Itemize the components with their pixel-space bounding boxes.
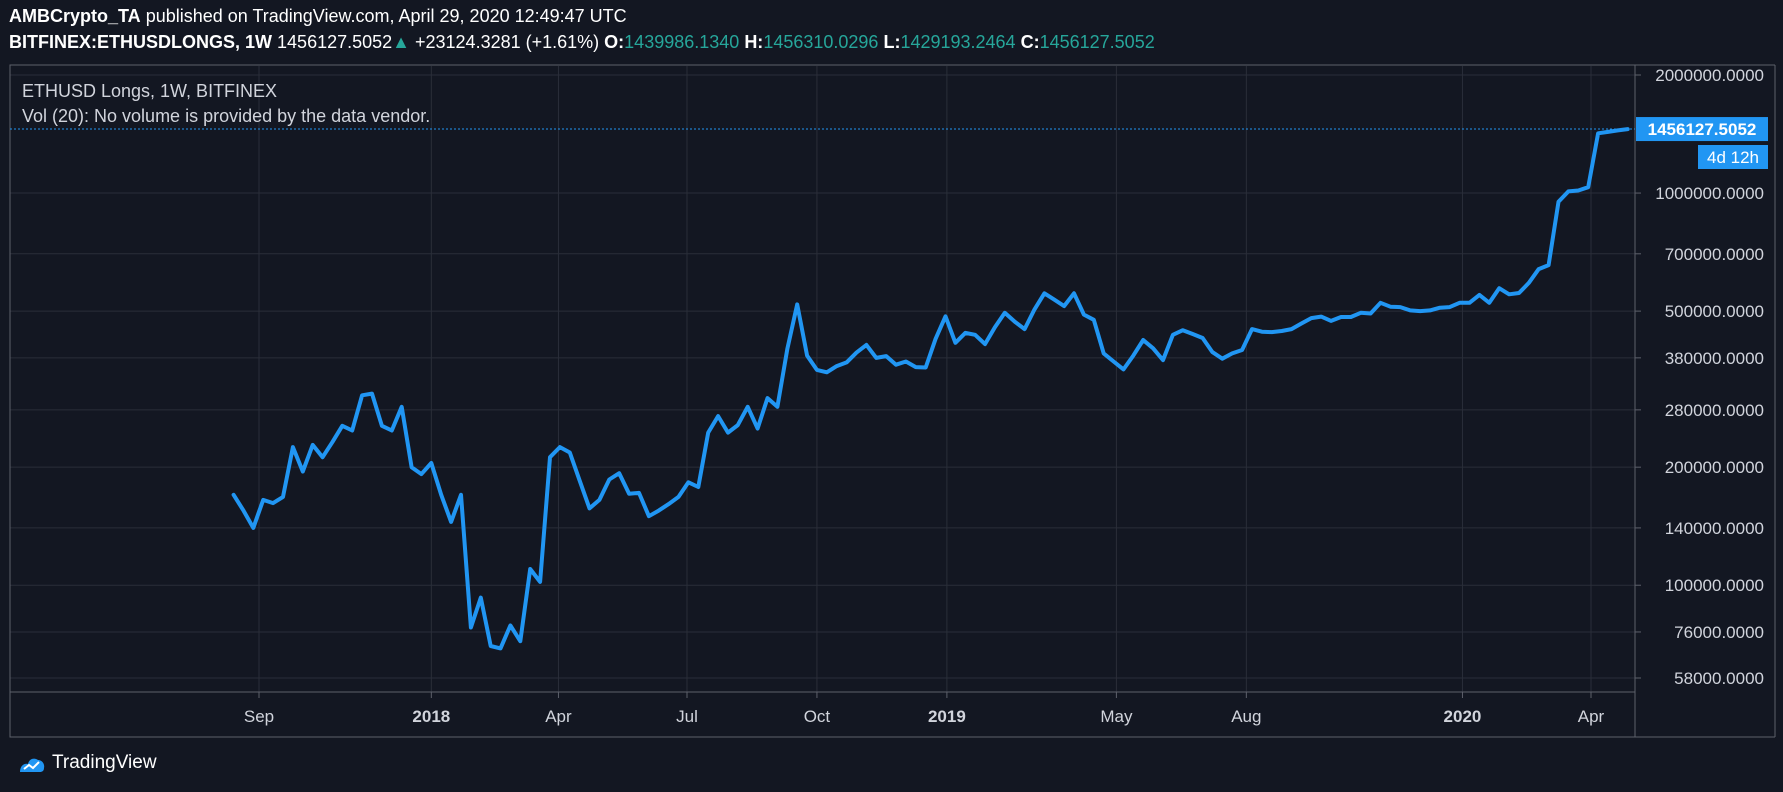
low-value: 1429193.2464 xyxy=(900,32,1016,52)
last-price-tag-text: 1456127.5052 xyxy=(1648,120,1757,139)
chart-frame xyxy=(9,64,1636,738)
close-label: C: xyxy=(1020,32,1040,52)
last-value: 1456127.5052 xyxy=(277,32,393,52)
chart-grid xyxy=(10,66,1635,692)
x-tick-label: 2020 xyxy=(1444,707,1482,726)
y-tick-label: 700000.0000 xyxy=(1665,245,1764,264)
published-text: published on TradingView.com, April 29, … xyxy=(145,6,627,26)
ohlc-line: BITFINEX:ETHUSDLONGS, 1W 1456127.5052▲ +… xyxy=(9,32,1155,53)
volume-note: Vol (20): No volume is provided by the d… xyxy=(22,106,430,126)
series-points xyxy=(233,128,1628,649)
close-value: 1456127.5052 xyxy=(1039,32,1155,52)
x-tick-label: May xyxy=(1100,707,1133,726)
x-tick-label: Oct xyxy=(804,707,831,726)
last-price-tag: 1456127.5052 xyxy=(1636,117,1768,142)
author-name[interactable]: AMBCrypto_TA xyxy=(9,6,141,26)
open-value: 1439986.1340 xyxy=(624,32,740,52)
x-tick-label: 2018 xyxy=(412,707,450,726)
y-tick-label: 1000000.0000 xyxy=(1655,184,1764,203)
y-tick-label: 2000000.0000 xyxy=(1655,66,1764,85)
change-value: +23124.3281 (+1.61%) xyxy=(415,32,600,52)
x-tick-label: Sep xyxy=(244,707,274,726)
y-tick-label: 140000.0000 xyxy=(1665,519,1764,538)
y-tick-label: 58000.0000 xyxy=(1674,669,1764,688)
symbol-label: BITFINEX:ETHUSDLONGS, 1W xyxy=(9,32,273,52)
x-tick-label: Aug xyxy=(1231,707,1261,726)
brand-name: TradingView xyxy=(52,752,157,773)
x-tick-label: Jul xyxy=(676,707,698,726)
up-arrow-icon: ▲ xyxy=(392,32,410,52)
ethusd-longs-line[interactable] xyxy=(231,127,1630,651)
y-tick-label: 500000.0000 xyxy=(1665,302,1764,321)
time-axis[interactable]: Sep 2018 Apr Jul Oct 2019 May Aug 2020 Apr xyxy=(244,692,1605,726)
y-tick-label: 200000.0000 xyxy=(1665,458,1764,477)
legend-title[interactable]: ETHUSD Longs, 1W, BITFINEX xyxy=(22,81,277,101)
x-tick-label: Apr xyxy=(1578,707,1605,726)
high-value: 1456310.0296 xyxy=(763,32,879,52)
tradingview-logo-icon xyxy=(20,758,45,772)
y-tick-label: 100000.0000 xyxy=(1665,576,1764,595)
footer-branding[interactable]: TradingView xyxy=(18,752,157,774)
countdown-text: 4d 12h xyxy=(1707,148,1759,167)
low-label: L: xyxy=(883,32,901,52)
open-label: O: xyxy=(604,32,625,52)
y-tick-label: 380000.0000 xyxy=(1665,349,1764,368)
publish-line: AMBCrypto_TA published on TradingView.co… xyxy=(9,6,627,27)
x-tick-label: 2019 xyxy=(928,707,966,726)
y-tick-label: 280000.0000 xyxy=(1665,401,1764,420)
bar-countdown-tag: 4d 12h xyxy=(1698,145,1768,169)
y-tick-label: 76000.0000 xyxy=(1674,623,1764,642)
high-label: H: xyxy=(744,32,764,52)
x-tick-label: Apr xyxy=(545,707,572,726)
price-axis[interactable]: 2000000.0000 1000000.0000 700000.0000 50000… xyxy=(1635,66,1764,688)
